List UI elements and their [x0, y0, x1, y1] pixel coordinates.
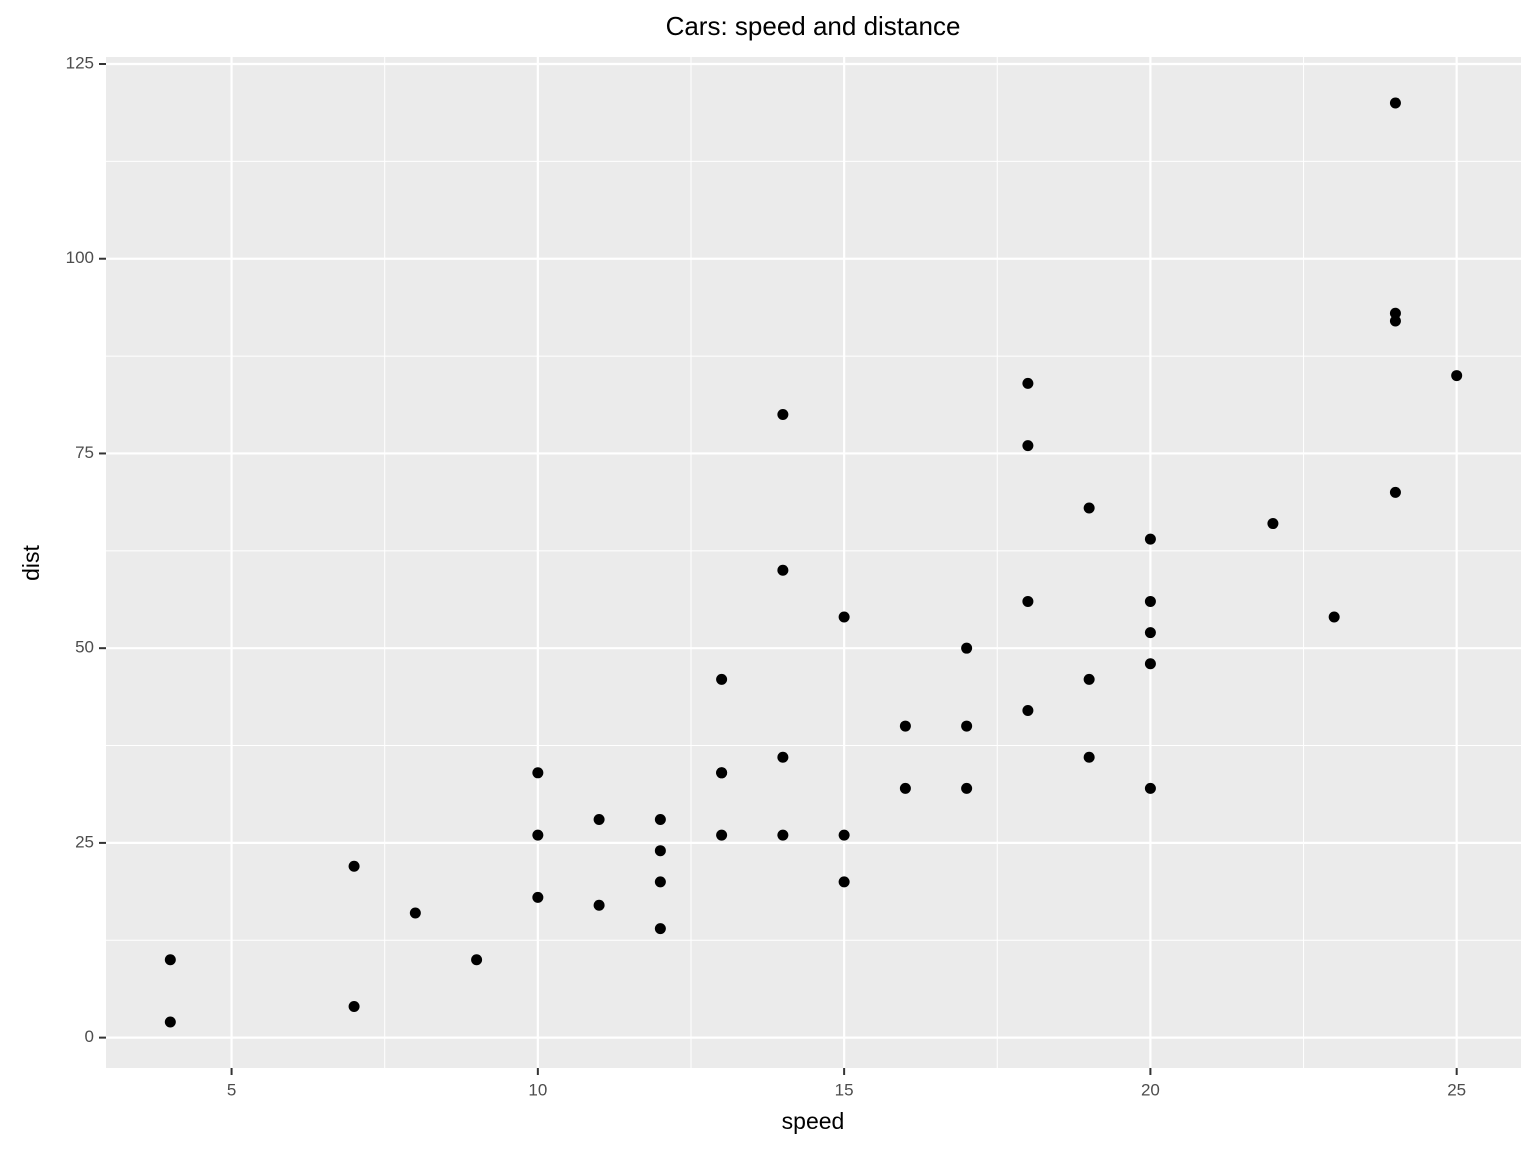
point	[471, 954, 483, 966]
point	[1144, 533, 1156, 545]
point	[1022, 440, 1034, 452]
plot-panel	[106, 57, 1521, 1068]
point	[777, 751, 789, 763]
y-tick-label: 100	[66, 248, 94, 267]
point	[1451, 370, 1463, 382]
point	[777, 564, 789, 576]
point	[838, 829, 850, 841]
point	[1144, 595, 1156, 607]
point	[1144, 782, 1156, 794]
point	[961, 642, 973, 654]
point	[899, 720, 911, 732]
point	[1083, 751, 1095, 763]
point	[1022, 595, 1034, 607]
point	[1144, 627, 1156, 639]
point	[1389, 307, 1401, 319]
point	[716, 829, 728, 841]
point	[348, 860, 360, 872]
point	[899, 782, 911, 794]
y-tick-label: 75	[75, 443, 94, 462]
point	[777, 829, 789, 841]
x-tick-label: 20	[1141, 1080, 1160, 1099]
point	[1267, 518, 1279, 530]
y-tick-label: 50	[75, 638, 94, 657]
x-tick-label: 15	[835, 1080, 854, 1099]
point	[1389, 315, 1401, 327]
point	[164, 1016, 176, 1028]
y-axis-title: dist	[18, 544, 44, 580]
point	[777, 409, 789, 421]
point	[961, 782, 973, 794]
point	[532, 891, 544, 903]
point	[838, 876, 850, 888]
point	[409, 907, 421, 919]
point	[1389, 97, 1401, 109]
point	[348, 1000, 360, 1012]
point	[654, 923, 666, 935]
point	[593, 814, 605, 826]
y-tick-label: 0	[85, 1027, 94, 1046]
point	[838, 611, 850, 623]
y-tick-label: 25	[75, 832, 94, 851]
point	[532, 829, 544, 841]
point	[654, 814, 666, 826]
point	[1022, 377, 1034, 389]
point	[961, 720, 973, 732]
point	[1022, 704, 1034, 716]
point	[164, 954, 176, 966]
point	[1083, 502, 1095, 514]
point	[1144, 658, 1156, 670]
x-axis-title: speed	[782, 1108, 845, 1134]
x-tick-label: 5	[227, 1080, 236, 1099]
y-tick-label: 125	[66, 53, 94, 72]
point	[654, 845, 666, 857]
point	[716, 767, 728, 779]
chart-title: Cars: speed and distance	[666, 11, 961, 41]
x-tick-label: 25	[1447, 1080, 1466, 1099]
point	[1083, 673, 1095, 685]
point	[1389, 486, 1401, 498]
point	[1328, 611, 1340, 623]
point	[593, 899, 605, 911]
point	[532, 767, 544, 779]
point	[654, 876, 666, 888]
x-tick-label: 10	[528, 1080, 547, 1099]
point	[716, 673, 728, 685]
